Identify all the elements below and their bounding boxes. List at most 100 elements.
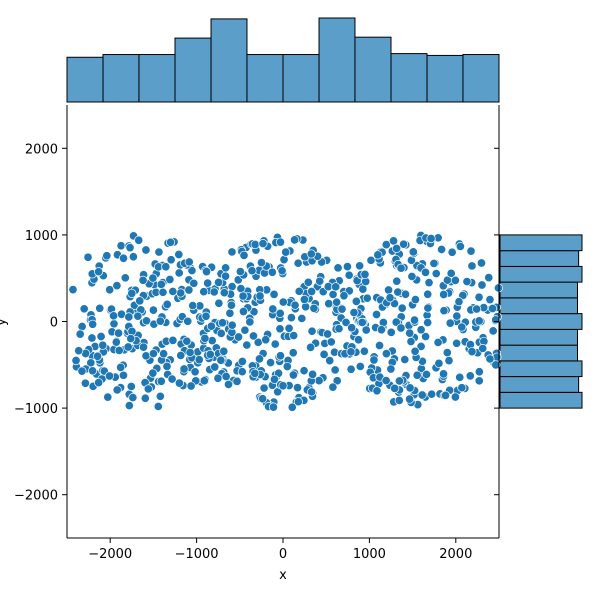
x-hist-bar: [318, 17, 356, 103]
scatter-point: [467, 261, 477, 271]
y-hist-bar: [499, 313, 583, 330]
y-tick-label: 2000: [25, 142, 58, 157]
scatter-point: [79, 304, 89, 314]
scatter-point: [128, 393, 138, 403]
scatter-point: [426, 233, 436, 244]
scatter-point: [359, 346, 369, 356]
scatter-point: [162, 299, 172, 309]
x-axis-label: x: [279, 568, 287, 583]
scatter-point: [308, 369, 318, 379]
scatter-point: [324, 299, 334, 309]
scatter-point: [372, 386, 382, 396]
scatter-point: [477, 280, 487, 290]
scatter-point: [290, 300, 300, 310]
scatter-point: [454, 297, 464, 307]
y-hist-bar: [499, 250, 580, 267]
scatter-point: [455, 372, 465, 382]
scatter-point: [250, 368, 260, 378]
scatter-point: [93, 351, 103, 361]
scatter-point: [374, 340, 385, 351]
scatter-point: [210, 362, 220, 372]
scatter-point: [236, 283, 246, 294]
scatter-point: [105, 285, 115, 295]
scatter-point: [216, 328, 226, 338]
scatter-point: [332, 297, 342, 307]
scatter-point: [439, 306, 449, 316]
scatter-point: [259, 383, 269, 393]
scatter-point: [431, 268, 441, 279]
scatter-point: [148, 368, 158, 378]
scatter-point: [396, 263, 406, 273]
scatter-point: [109, 319, 119, 329]
scatter-point: [429, 258, 439, 268]
y-hist-bar: [499, 328, 579, 346]
scatter-point: [112, 281, 122, 291]
scatter-point: [194, 355, 204, 365]
scatter-point: [269, 289, 279, 299]
y-axis-label: y: [0, 318, 9, 326]
scatter-point: [397, 303, 407, 313]
y-hist-bar: [499, 281, 579, 299]
scatter-point: [199, 376, 209, 386]
scatter-point: [405, 328, 415, 338]
scatter-point: [186, 381, 196, 391]
scatter-point: [306, 249, 316, 259]
scatter-point: [409, 315, 420, 325]
y-hist-bar: [499, 344, 579, 362]
scatter-point: [219, 288, 229, 298]
scatter-point: [238, 306, 249, 317]
scatter-point: [168, 335, 178, 345]
scatter-point: [88, 319, 98, 329]
scatter-point: [362, 293, 372, 303]
scatter-point: [128, 252, 138, 262]
scatter-point: [201, 311, 211, 321]
scatter-point: [437, 244, 447, 255]
scatter-point: [423, 303, 433, 313]
scatter-point: [250, 239, 260, 250]
scatter-point: [366, 255, 376, 265]
scatter-point: [466, 246, 476, 256]
scatter-point: [269, 374, 280, 384]
x-marginal-histogram: [66, 17, 500, 103]
scatter-point: [156, 376, 166, 386]
scatter-point: [135, 296, 145, 306]
scatter-point: [434, 358, 444, 368]
scatter-point: [114, 328, 124, 338]
scatter-point: [452, 311, 462, 321]
scatter-point: [376, 325, 387, 335]
x-hist-bar: [210, 18, 248, 103]
scatter-point: [328, 289, 338, 299]
scatter-point: [133, 311, 143, 321]
y-hist-bar: [499, 265, 583, 283]
scatter-point: [255, 291, 265, 301]
scatter-point: [161, 262, 171, 272]
scatter-point: [138, 275, 148, 285]
scatter-point: [242, 340, 252, 350]
scatter-point: [421, 369, 432, 379]
scatter-point: [141, 245, 151, 255]
scatter-point: [386, 327, 396, 337]
scatter-point: [235, 267, 245, 277]
scatter-point: [407, 271, 417, 281]
scatter-point: [309, 303, 319, 313]
scatter-point: [127, 288, 137, 298]
x-hist-bar: [426, 54, 464, 103]
y-tick-label: 0: [50, 316, 58, 331]
scatter-point: [433, 337, 443, 347]
scatter-point: [148, 349, 158, 359]
scatter-point: [179, 364, 189, 374]
scatter-point: [268, 304, 278, 314]
scatter-point: [203, 278, 213, 288]
x-hist-bar: [66, 56, 104, 103]
scatter-point: [227, 247, 237, 257]
scatter-point: [238, 291, 248, 301]
scatter-point: [278, 381, 288, 391]
scatter-point: [279, 255, 289, 265]
scatter-point: [396, 323, 406, 333]
scatter-point: [213, 373, 223, 383]
scatter-point: [292, 383, 303, 393]
scatter-point: [290, 235, 300, 245]
scatter-point: [217, 318, 228, 328]
scatter-point: [332, 376, 342, 386]
y-tick-label: −1000: [14, 402, 58, 417]
